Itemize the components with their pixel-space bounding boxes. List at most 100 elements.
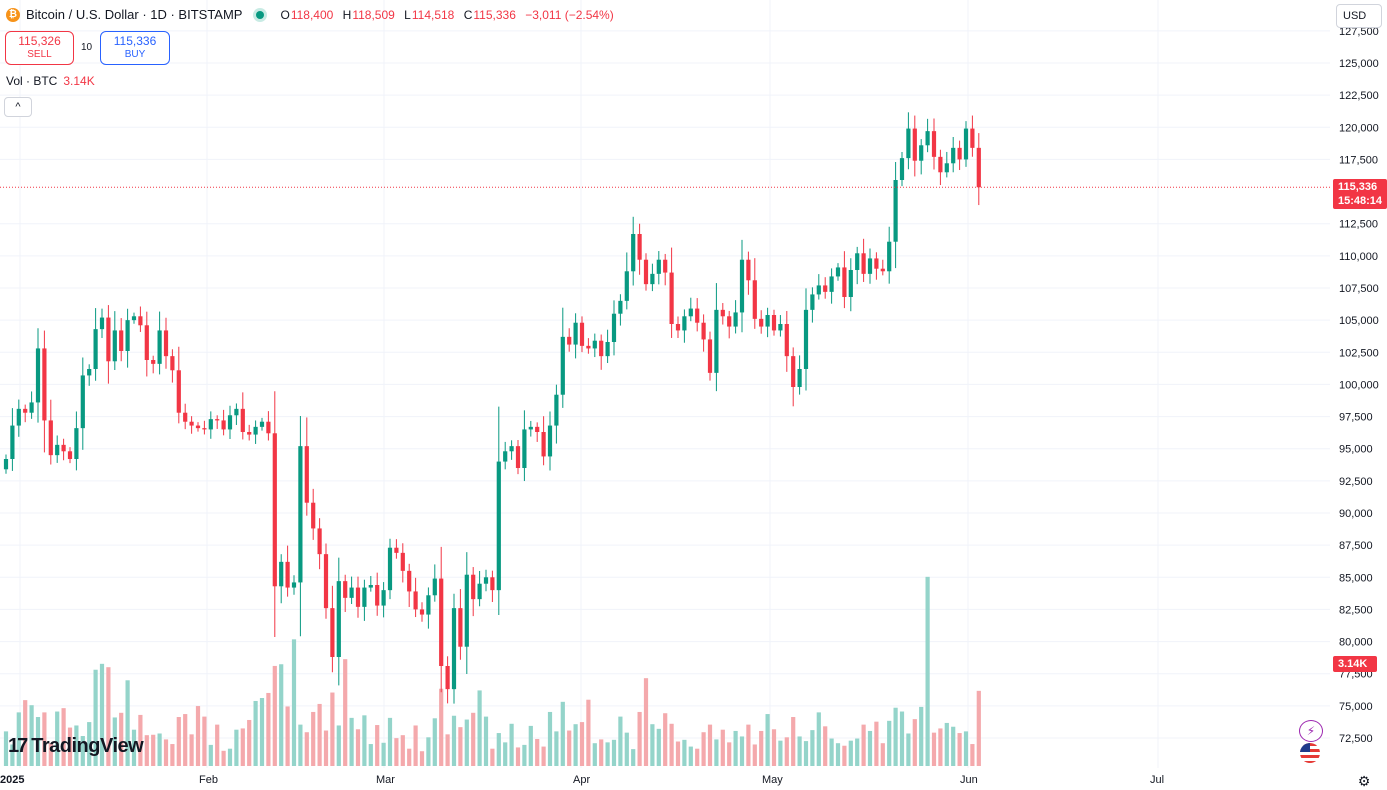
candle-body (560, 336, 565, 395)
volume-bar (3, 731, 9, 766)
volume-bar (848, 740, 853, 766)
volume-bar (816, 712, 821, 766)
volume-bar (445, 734, 450, 766)
candle-body (490, 577, 495, 591)
volume-bar (893, 707, 898, 766)
candle-body (727, 316, 732, 327)
volume-bar (778, 740, 783, 766)
volume-bar (963, 731, 969, 766)
volume-bar (240, 728, 245, 766)
candle-body (951, 147, 956, 164)
candle-body (42, 348, 47, 421)
candle-body (669, 272, 674, 324)
candle-body (682, 316, 687, 331)
candlestick-chart[interactable] (0, 0, 1330, 768)
volume-bar (387, 717, 393, 766)
price-tick-label: 85,000 (1339, 572, 1373, 584)
candle-body (74, 428, 79, 459)
candle-body (656, 259, 661, 274)
volume-bar (426, 737, 431, 766)
volume-bar (490, 748, 495, 766)
volume-bar (656, 728, 661, 766)
candle-body (247, 432, 252, 435)
symbol-legend: ₿ Bitcoin / U.S. Dollar · 1D · BITSTAMP … (6, 7, 620, 22)
time-axis[interactable]: 2025 Feb Mar Apr May Jun Jul (0, 768, 1387, 790)
volume-bar (624, 732, 629, 766)
currency-selector[interactable]: USD (1336, 4, 1382, 28)
candle-body (266, 421, 271, 434)
candle-body (515, 446, 521, 468)
volume-bar (682, 739, 687, 766)
candle-body (643, 259, 649, 285)
candle-body (874, 258, 879, 269)
price-tick-label: 95,000 (1339, 444, 1373, 456)
candle-body (343, 581, 348, 598)
volume-bar (759, 730, 764, 766)
candle-body (611, 313, 617, 342)
candle-body (835, 267, 841, 277)
volume-bar (752, 744, 757, 766)
volume-bar (541, 746, 546, 766)
candle-body (439, 578, 444, 666)
candle-body (701, 322, 706, 340)
candle-body (394, 547, 399, 553)
volume-bar (119, 712, 124, 766)
volume-bar (765, 714, 770, 766)
candle-body (880, 268, 885, 272)
volume-bar (957, 733, 962, 766)
volume-bar (477, 690, 482, 766)
price-tick-label: 110,000 (1339, 251, 1378, 263)
candle-body (458, 608, 463, 647)
candle-body (791, 356, 796, 387)
volume-bar (163, 739, 169, 766)
volume-bar (855, 738, 860, 766)
chevron-up-icon: ^ (15, 101, 21, 113)
collapse-legend-button[interactable]: ^ (4, 97, 32, 117)
buy-button[interactable]: 115,336 BUY (100, 31, 170, 65)
candle-body (855, 253, 860, 270)
candle-body (848, 270, 853, 297)
lightning-icon[interactable]: ⚡ (1299, 720, 1323, 742)
volume-bar (170, 744, 175, 766)
us-flag-icon[interactable] (1300, 743, 1320, 763)
candle-body (119, 330, 124, 351)
time-tick-label: 2025 (0, 774, 24, 786)
candle-body (931, 131, 937, 157)
volume-bar (55, 711, 60, 766)
volume-bar (419, 751, 425, 766)
volume-bar (951, 726, 956, 766)
volume-legend[interactable]: Vol · BTC 3.14K (6, 74, 95, 88)
close-value: 115,336 (473, 7, 516, 22)
tradingview-logo[interactable]: 17 TradingView (8, 735, 144, 758)
time-tick-label: Jul (1150, 774, 1164, 786)
volume-bar (880, 743, 885, 766)
candle-body (208, 419, 213, 430)
candle-body (944, 163, 949, 173)
candle-body (547, 425, 553, 457)
candle-body (605, 342, 610, 357)
price-axis[interactable]: 125,000 122,500 120,000 117,500 112,500 110,0… (1330, 0, 1387, 768)
symbol-title[interactable]: Bitcoin / U.S. Dollar · 1D · BITSTAMP (26, 7, 243, 22)
candle-body (240, 408, 245, 432)
sell-button[interactable]: 115,326 SELL (5, 31, 74, 65)
candle-body (471, 574, 476, 600)
tradingview-logo-icon: 17 (8, 735, 28, 757)
market-status-icon[interactable] (256, 10, 265, 19)
candle-body (509, 446, 514, 452)
candle-body (810, 294, 815, 310)
candle-body (496, 461, 501, 591)
volume-bar (944, 722, 949, 766)
price-tick-label: 72,500 (1339, 733, 1373, 745)
volume-bar (291, 639, 297, 766)
volume-bar (80, 736, 85, 766)
volume-bar (362, 715, 367, 766)
close-label: C (463, 7, 473, 22)
volume-bar (234, 729, 239, 766)
gear-icon[interactable]: ⚙ (1357, 772, 1371, 789)
time-tick-label: Apr (573, 774, 590, 786)
volume-bar (368, 744, 373, 766)
last-price: 115,336 (1338, 181, 1378, 193)
candle-body (739, 259, 745, 313)
volume-bar (16, 712, 21, 766)
candle-body (259, 421, 265, 427)
